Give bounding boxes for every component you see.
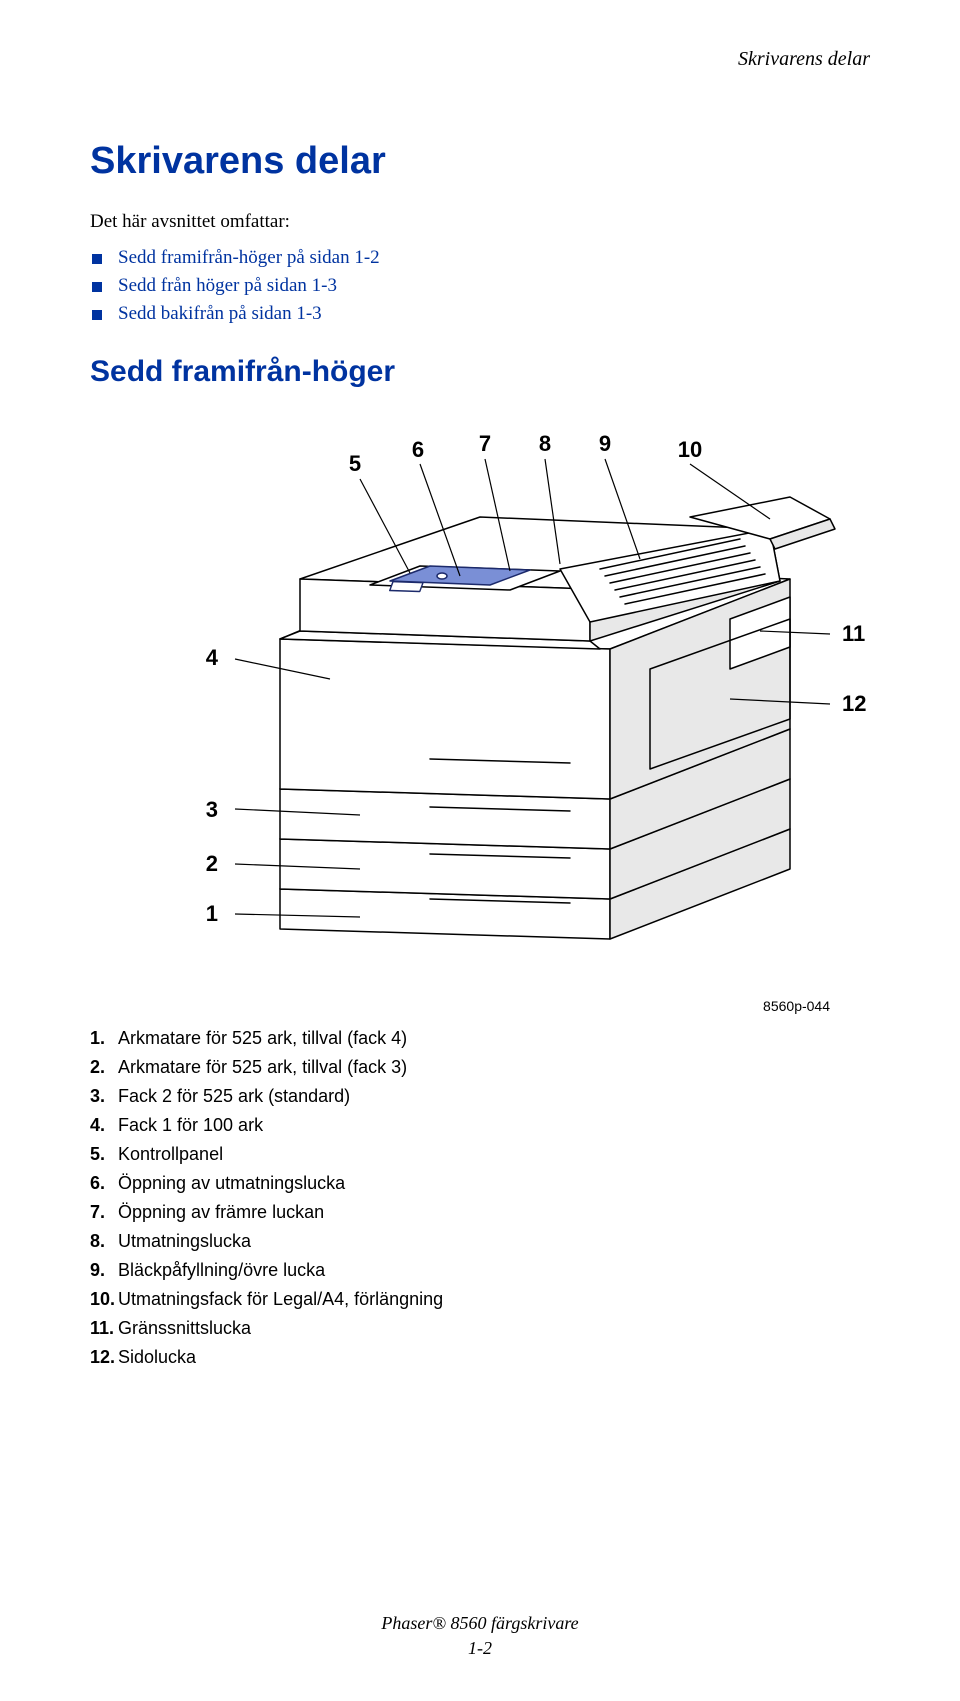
diagram-label-8: 8 [539, 431, 551, 456]
diagram-label-2: 2 [206, 851, 218, 876]
legend-item: Kontrollpanel [90, 1144, 870, 1165]
page-header-right: Skrivarens delar [738, 48, 870, 71]
diagram-label-6: 6 [412, 437, 424, 462]
legend-item: Gränssnittslucka [90, 1318, 870, 1339]
image-code: 8560p-044 [90, 998, 870, 1014]
diagram-label-4: 4 [206, 645, 219, 670]
diagram-label-7: 7 [479, 431, 491, 456]
bullet-item[interactable]: Sedd från höger på sidan 1-3 [90, 275, 870, 297]
legend-item: Utmatningsfack för Legal/A4, förlängning [90, 1289, 870, 1310]
legend-item: Öppning av främre luckan [90, 1202, 870, 1223]
legend-item: Arkmatare för 525 ark, tillval (fack 3) [90, 1057, 870, 1078]
footer-product: Phaser® 8560 färgskrivare [0, 1611, 960, 1636]
diagram-label-10: 10 [678, 437, 702, 462]
diagram-label-1: 1 [206, 901, 218, 926]
diagram-label-11: 11 [842, 621, 865, 646]
diagram-label-9: 9 [599, 431, 611, 456]
bullet-item[interactable]: Sedd bakifrån på sidan 1-3 [90, 303, 870, 325]
legend-item: Arkmatare för 525 ark, tillval (fack 4) [90, 1028, 870, 1049]
bullet-item[interactable]: Sedd framifrån-höger på sidan 1-2 [90, 247, 870, 269]
diagram-label-5: 5 [349, 451, 361, 476]
intro-text: Det här avsnittet omfattar: [90, 211, 870, 233]
diagram-label-12: 12 [842, 691, 866, 716]
legend-item: Öppning av utmatningslucka [90, 1173, 870, 1194]
legend-item: Sidolucka [90, 1347, 870, 1368]
page-footer: Phaser® 8560 färgskrivare 1-2 [0, 1611, 960, 1661]
diagram-label-3: 3 [206, 797, 218, 822]
footer-page-number: 1-2 [0, 1636, 960, 1661]
legend-item: Utmatningslucka [90, 1231, 870, 1252]
bullet-list: Sedd framifrån-höger på sidan 1-2 Sedd f… [90, 247, 870, 325]
printer-diagram: 1 2 3 4 5 6 7 8 9 10 11 12 [90, 409, 870, 974]
page-title: Skrivarens delar [90, 140, 870, 183]
legend-list: Arkmatare för 525 ark, tillval (fack 4) … [90, 1028, 870, 1368]
legend-item: Fack 1 för 100 ark [90, 1115, 870, 1136]
legend-item: Bläckpåfyllning/övre lucka [90, 1260, 870, 1281]
legend-item: Fack 2 för 525 ark (standard) [90, 1086, 870, 1107]
section-subheading: Sedd framifrån-höger [90, 355, 870, 389]
